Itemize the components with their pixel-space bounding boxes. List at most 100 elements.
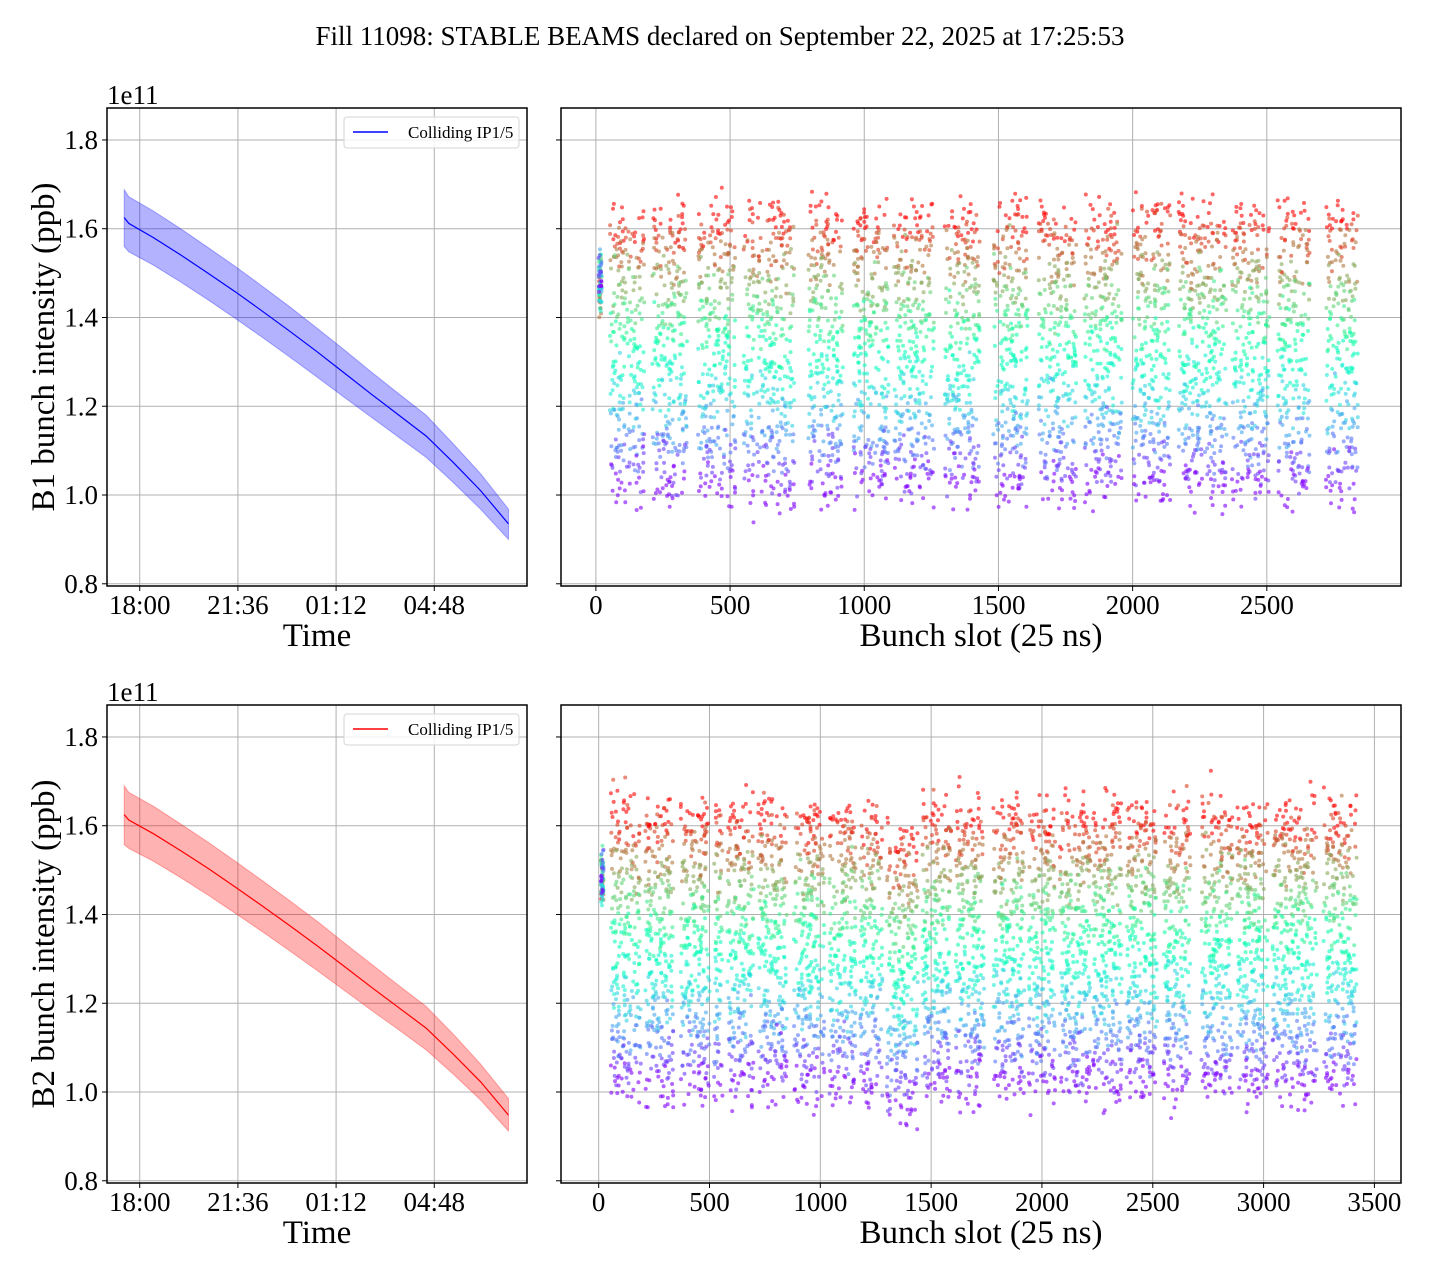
bunch-point xyxy=(1275,198,1280,203)
bunch-point xyxy=(1053,221,1058,226)
bunch-point xyxy=(628,1048,633,1053)
bunch-point xyxy=(641,209,646,214)
bunch-point xyxy=(834,340,839,345)
bunch-point xyxy=(1236,426,1241,431)
bunch-point xyxy=(894,402,899,407)
bunch-point xyxy=(1189,378,1194,383)
bunch-point xyxy=(1338,244,1343,249)
bunch-point xyxy=(960,315,965,320)
bunch-point xyxy=(861,307,866,312)
bunch-point xyxy=(1252,402,1257,407)
bunch-point xyxy=(813,275,818,280)
bunch-point xyxy=(610,906,614,911)
bunch-point xyxy=(654,240,659,245)
bunch-point xyxy=(1133,421,1138,426)
bunch-point xyxy=(913,415,917,420)
bunch-point xyxy=(899,420,904,424)
bunch-point xyxy=(953,308,957,313)
bunch-point xyxy=(1197,311,1202,315)
bunch-point xyxy=(1290,476,1295,481)
bunch-point xyxy=(609,339,614,344)
bunch-point xyxy=(1180,270,1185,275)
bunch-point xyxy=(838,244,843,249)
bunch-point xyxy=(1036,407,1041,412)
bunch-point xyxy=(1256,258,1261,263)
bunch-point xyxy=(1148,300,1153,305)
bunch-point xyxy=(1014,212,1019,217)
bunch-point xyxy=(1302,482,1307,487)
bunch-point xyxy=(1007,216,1012,221)
bunch-point xyxy=(1058,440,1063,445)
bunch-point xyxy=(676,192,681,197)
bunch-point xyxy=(1055,362,1060,367)
bunch-point xyxy=(682,320,687,325)
bunch-point xyxy=(1186,357,1191,361)
bunch-point xyxy=(1300,416,1305,421)
bunch-point xyxy=(1332,297,1337,302)
bunch-point xyxy=(1070,255,1075,260)
bunch-point xyxy=(1337,275,1342,280)
bunch-point xyxy=(976,479,981,484)
bunch-point xyxy=(1191,400,1196,405)
bunch-point xyxy=(1223,245,1228,249)
bunch-point xyxy=(1351,211,1356,216)
bunch-point xyxy=(732,484,737,489)
bunch-point xyxy=(1104,456,1109,461)
bunch-point xyxy=(1353,281,1357,286)
bunch-point xyxy=(945,436,950,441)
bunch-point xyxy=(1251,268,1255,273)
bunch-point xyxy=(718,279,723,284)
bunch-point xyxy=(1220,324,1225,329)
bunch-point xyxy=(835,485,840,490)
bunch-point xyxy=(1148,480,1153,485)
bunch-point xyxy=(930,225,935,230)
bunch-point xyxy=(1209,221,1214,226)
bunch-point xyxy=(628,823,633,828)
bunch-point xyxy=(1181,394,1186,399)
bunch-point xyxy=(877,285,882,290)
bunch-point xyxy=(722,251,727,256)
bunch-point xyxy=(1094,480,1099,484)
bunch-point xyxy=(1304,356,1308,361)
bunch-point xyxy=(1332,371,1337,376)
bunch-point xyxy=(762,358,767,363)
bunch-point xyxy=(1136,277,1141,282)
bunch-point xyxy=(1006,499,1011,504)
bunch-point xyxy=(1352,406,1357,411)
bunch-point xyxy=(705,463,710,468)
bunch-point xyxy=(999,355,1004,360)
bunch-point xyxy=(1192,267,1197,272)
bunch-point xyxy=(1197,300,1202,305)
bunch-point xyxy=(642,369,647,374)
bunch-point xyxy=(884,281,888,286)
bunch-point xyxy=(1147,475,1152,480)
bunch-point xyxy=(972,467,977,472)
bunch-point xyxy=(758,445,763,450)
bunch-point xyxy=(1223,483,1228,488)
bunch-point xyxy=(816,318,821,322)
bunch-point xyxy=(1343,233,1348,238)
bunch-point xyxy=(993,389,998,394)
bunch-point xyxy=(951,451,956,456)
bunch-point xyxy=(1133,367,1138,372)
bunch-point xyxy=(1298,358,1303,363)
bunch-point xyxy=(1164,266,1169,271)
bunch-point xyxy=(1007,327,1012,332)
bunch-point xyxy=(780,236,785,241)
bunch-point xyxy=(1244,335,1249,340)
bunch-point xyxy=(1220,490,1225,494)
bunch-point xyxy=(830,446,835,451)
bunch-point xyxy=(965,238,970,243)
bunch-point xyxy=(1188,320,1193,325)
bunch-point xyxy=(628,447,633,452)
bunch-point xyxy=(625,905,630,910)
bunch-point xyxy=(1282,272,1287,277)
bunch-point xyxy=(1250,291,1255,295)
bunch-point xyxy=(835,330,840,335)
bunch-point xyxy=(851,445,856,450)
bunch-point xyxy=(732,384,737,389)
bunch-point xyxy=(628,1004,633,1009)
bunch-point xyxy=(1071,329,1076,334)
bunch-point xyxy=(1203,404,1208,409)
bunch-point xyxy=(1263,377,1268,382)
